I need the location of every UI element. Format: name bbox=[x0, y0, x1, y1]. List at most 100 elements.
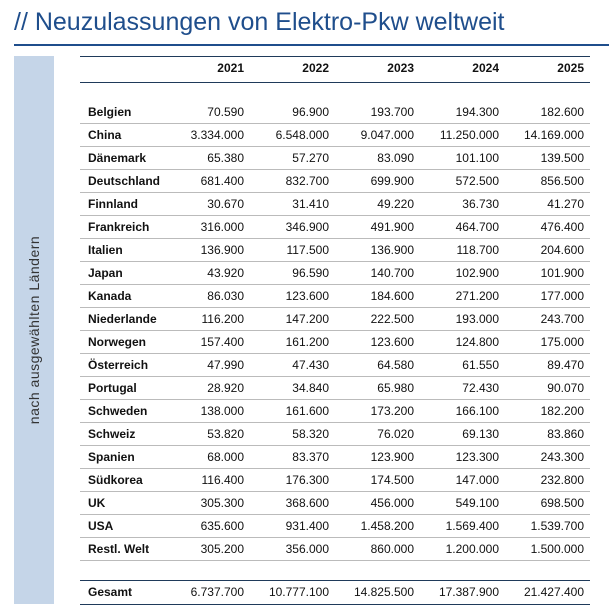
cell: 76.020 bbox=[377, 427, 414, 441]
row-label: UK bbox=[88, 496, 106, 510]
row-line bbox=[80, 468, 590, 469]
cell: 232.800 bbox=[540, 473, 584, 487]
row-line bbox=[80, 238, 590, 239]
cell: 61.550 bbox=[462, 358, 499, 372]
row-label: Deutschland bbox=[88, 174, 161, 188]
total-cell: 10.777.100 bbox=[268, 585, 329, 599]
cell: 136.900 bbox=[200, 243, 244, 257]
cell: 193.700 bbox=[370, 105, 414, 119]
cell: 476.400 bbox=[540, 220, 584, 234]
cell: 491.900 bbox=[370, 220, 414, 234]
cell: 43.920 bbox=[207, 266, 244, 280]
cell: 305.300 bbox=[200, 496, 244, 510]
cell: 65.980 bbox=[377, 381, 414, 395]
cell: 161.600 bbox=[285, 404, 329, 418]
row-label: Norwegen bbox=[88, 335, 147, 349]
row-line bbox=[80, 376, 590, 377]
cell: 271.200 bbox=[455, 289, 499, 303]
cell: 36.730 bbox=[462, 197, 499, 211]
cell: 147.200 bbox=[285, 312, 329, 326]
row-line bbox=[80, 307, 590, 308]
row-label: Südkorea bbox=[88, 473, 143, 487]
cell: 86.030 bbox=[207, 289, 244, 303]
row-line bbox=[80, 580, 590, 581]
side-panel bbox=[14, 56, 54, 604]
cell: 116.400 bbox=[201, 473, 245, 487]
header-cell: 2022 bbox=[302, 61, 329, 75]
row-line bbox=[80, 215, 590, 216]
cell: 101.100 bbox=[455, 151, 499, 165]
cell: 177.000 bbox=[540, 289, 584, 303]
row-line bbox=[80, 353, 590, 354]
cell: 157.400 bbox=[200, 335, 244, 349]
row-line bbox=[80, 146, 590, 147]
cell: 1.458.200 bbox=[360, 519, 414, 533]
row-line bbox=[80, 537, 590, 538]
cell: 174.500 bbox=[370, 473, 414, 487]
total-cell: 6.737.700 bbox=[190, 585, 244, 599]
row-line bbox=[80, 560, 590, 561]
cell: 832.700 bbox=[285, 174, 329, 188]
cell: 83.860 bbox=[547, 427, 584, 441]
cell: 184.600 bbox=[370, 289, 414, 303]
cell: 222.500 bbox=[370, 312, 414, 326]
header-cell: 2024 bbox=[472, 61, 499, 75]
cell: 116.200 bbox=[201, 312, 245, 326]
cell: 96.900 bbox=[292, 105, 329, 119]
cell: 9.047.000 bbox=[360, 128, 414, 142]
row-line bbox=[80, 56, 590, 57]
title: // Neuzulassungen von Elektro-Pkw weltwe… bbox=[14, 8, 505, 36]
cell: 175.000 bbox=[540, 335, 584, 349]
cell: 123.600 bbox=[285, 289, 329, 303]
cell: 72.430 bbox=[462, 381, 499, 395]
cell: 123.600 bbox=[370, 335, 414, 349]
row-line bbox=[80, 422, 590, 423]
cell: 96.590 bbox=[292, 266, 329, 280]
cell: 1.539.700 bbox=[530, 519, 584, 533]
cell: 139.500 bbox=[540, 151, 584, 165]
cell: 47.430 bbox=[292, 358, 329, 372]
row-line bbox=[80, 491, 590, 492]
total-label: Gesamt bbox=[88, 585, 133, 599]
row-label: Niederlande bbox=[88, 312, 157, 326]
cell: 243.300 bbox=[540, 450, 584, 464]
total-cell: 17.387.900 bbox=[438, 585, 499, 599]
row-label: Portugal bbox=[88, 381, 137, 395]
total-cell: 14.825.500 bbox=[353, 585, 414, 599]
row-line bbox=[80, 284, 590, 285]
cell: 193.000 bbox=[455, 312, 499, 326]
cell: 1.200.000 bbox=[445, 542, 499, 556]
row-line bbox=[80, 192, 590, 193]
cell: 64.580 bbox=[377, 358, 414, 372]
row-label: USA bbox=[88, 519, 114, 533]
cell: 49.220 bbox=[377, 197, 414, 211]
cell: 6.548.000 bbox=[275, 128, 329, 142]
side-label: nach ausgewählten Ländern bbox=[26, 235, 42, 425]
row-label: Dänemark bbox=[88, 151, 147, 165]
cell: 89.470 bbox=[547, 358, 584, 372]
cell: 41.270 bbox=[547, 197, 584, 211]
cell: 90.070 bbox=[547, 381, 584, 395]
cell: 161.200 bbox=[285, 335, 329, 349]
cell: 356.000 bbox=[285, 542, 329, 556]
cell: 53.820 bbox=[207, 427, 244, 441]
cell: 346.900 bbox=[285, 220, 329, 234]
cell: 456.000 bbox=[370, 496, 414, 510]
header-cell: 2023 bbox=[387, 61, 414, 75]
cell: 194.300 bbox=[455, 105, 499, 119]
row-line bbox=[80, 82, 590, 83]
cell: 572.500 bbox=[455, 174, 499, 188]
cell: 136.900 bbox=[370, 243, 414, 257]
cell: 123.300 bbox=[455, 450, 499, 464]
cell: 47.990 bbox=[207, 358, 244, 372]
cell: 138.000 bbox=[200, 404, 244, 418]
cell: 57.270 bbox=[292, 151, 329, 165]
row-label: Restl. Welt bbox=[88, 542, 150, 556]
cell: 316.000 bbox=[200, 220, 244, 234]
cell: 182.600 bbox=[540, 105, 584, 119]
row-line bbox=[80, 169, 590, 170]
cell: 635.600 bbox=[200, 519, 244, 533]
cell: 69.130 bbox=[462, 427, 499, 441]
cell: 118.700 bbox=[456, 243, 500, 257]
row-line bbox=[80, 445, 590, 446]
